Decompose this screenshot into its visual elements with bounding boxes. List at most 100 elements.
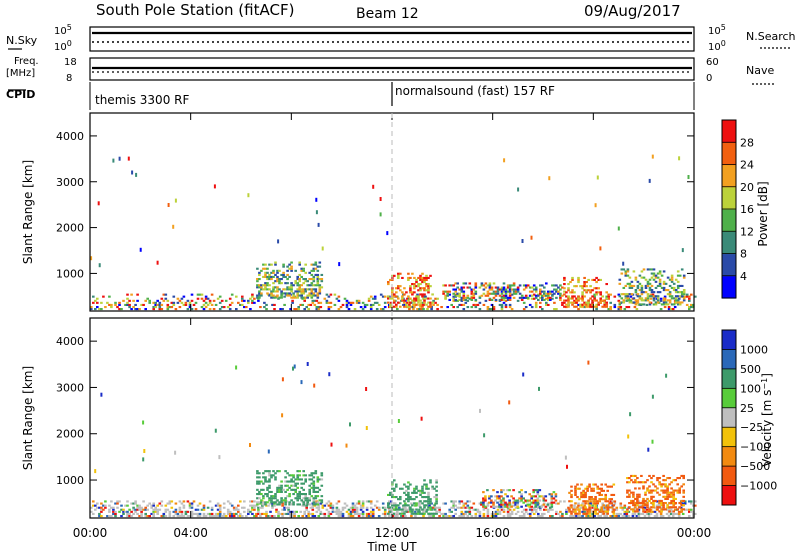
range-cell (596, 487, 599, 490)
range-cell (617, 226, 620, 231)
range-cell (518, 292, 522, 295)
range-cell (670, 278, 674, 281)
range-cell (626, 274, 630, 277)
range-cell (550, 493, 554, 496)
range-cell (118, 500, 121, 503)
range-cell (273, 504, 276, 507)
range-cell (359, 504, 363, 507)
range-cell (281, 377, 284, 382)
range-cell (298, 273, 301, 276)
range-cell (314, 472, 318, 475)
range-cell (410, 502, 413, 505)
range-cell (298, 470, 301, 473)
range-cell (395, 485, 398, 488)
range-cell (670, 487, 673, 490)
range-cell (154, 306, 157, 309)
range-cell (555, 284, 558, 287)
range-cell (647, 506, 651, 509)
range-cell (677, 515, 681, 518)
range-cell (144, 515, 147, 518)
range-cell (284, 476, 287, 479)
range-cell (626, 297, 630, 300)
range-cell (508, 284, 512, 287)
range-cell (658, 506, 661, 509)
range-cell (152, 301, 155, 304)
range-cell (664, 489, 667, 492)
range-cell (550, 503, 554, 506)
range-cell (532, 288, 536, 291)
range-cell (638, 297, 642, 300)
range-cell (650, 491, 653, 494)
range-cell (586, 512, 589, 515)
range-cell (538, 499, 542, 502)
range-cell (98, 308, 101, 311)
range-cell (458, 500, 461, 503)
range-cell (541, 512, 544, 515)
range-cell (454, 500, 457, 503)
range-cell (279, 512, 282, 515)
range-cell (228, 510, 232, 513)
range-cell (506, 502, 510, 505)
range-cell (154, 510, 157, 513)
range-cell (290, 499, 293, 502)
range-cell (567, 295, 570, 298)
range-cell (571, 297, 574, 300)
range-cell (545, 297, 548, 300)
range-cell (136, 504, 139, 507)
range-cell (662, 508, 665, 511)
range-cell (581, 291, 584, 294)
range-cell (114, 303, 117, 306)
range-cell (444, 294, 447, 297)
range-cell (188, 303, 192, 306)
range-cell (520, 298, 524, 301)
range-cell (276, 503, 279, 506)
range-cell (466, 296, 470, 299)
range-cell (502, 499, 505, 502)
range-cell (659, 515, 663, 518)
range-cell (280, 499, 283, 502)
range-cell (304, 495, 307, 498)
range-cell (198, 293, 202, 296)
range-cell (397, 297, 400, 300)
range-cell (636, 280, 640, 283)
range-cell (268, 480, 271, 483)
range-cell (652, 502, 655, 505)
range-cell (128, 508, 131, 511)
range-cell (399, 498, 402, 501)
range-cell (387, 506, 390, 509)
range-cell (464, 298, 468, 301)
range-cell (466, 506, 470, 509)
range-cell (605, 295, 608, 298)
range-cell (613, 515, 617, 518)
range-cell (474, 303, 478, 306)
range-cell (649, 293, 653, 296)
range-cell (318, 278, 322, 281)
range-cell (452, 297, 455, 300)
range-cell (552, 491, 556, 494)
range-cell (200, 508, 204, 511)
range-cell (413, 491, 416, 494)
range-cell (327, 295, 331, 298)
range-cell (425, 485, 428, 488)
range-cell (194, 301, 198, 304)
y-tick-label: 2000 (56, 222, 84, 235)
range-cell (312, 488, 316, 491)
range-cell (142, 457, 145, 462)
range-cell (510, 512, 514, 515)
range-cell (539, 284, 542, 287)
range-cell (381, 502, 385, 505)
range-cell (561, 512, 564, 515)
range-cell (608, 502, 611, 505)
range-cell (269, 515, 272, 518)
range-cell (327, 500, 331, 503)
range-cell (274, 478, 277, 481)
range-cell (618, 278, 622, 281)
range-cell (551, 293, 554, 296)
range-cell (634, 299, 638, 302)
range-cell (292, 493, 295, 496)
range-cell (425, 278, 428, 281)
range-cell (660, 502, 663, 505)
range-cell (188, 301, 192, 304)
range-cell (419, 489, 422, 492)
range-cell (640, 297, 644, 300)
